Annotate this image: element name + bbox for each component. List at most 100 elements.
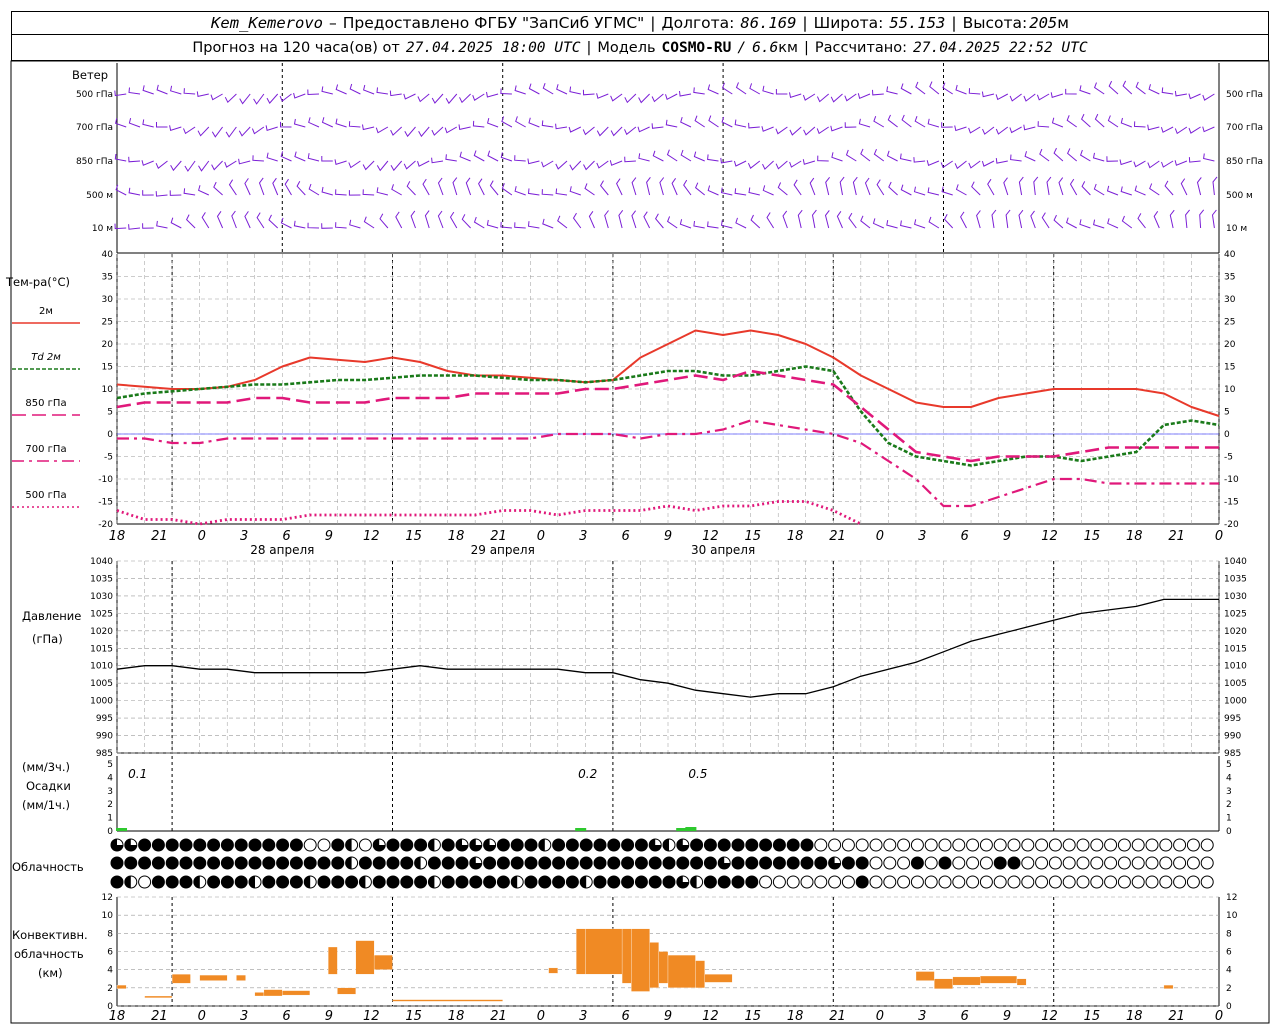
wind-barb	[955, 84, 967, 95]
cloud-cover-symbol	[662, 875, 676, 889]
pressure-tick-left: 1020	[90, 627, 113, 637]
wind-barb	[1135, 81, 1146, 95]
wind-barb	[1121, 215, 1133, 229]
pressure-tick-left: 990	[96, 732, 113, 742]
cloud-cover-symbol	[772, 838, 786, 852]
wind-barb	[873, 116, 885, 128]
day-label: 28 апреля	[250, 543, 314, 557]
wind-barb	[169, 190, 182, 196]
time-tick-label-bottom: 6	[621, 1009, 629, 1024]
conv-tick-left: 4	[107, 966, 113, 976]
header-separator: |	[650, 14, 656, 32]
time-tick-label: 0	[537, 529, 545, 544]
precip-tick-right: 1	[1226, 814, 1232, 824]
wind-barb	[1107, 218, 1119, 229]
wind-barb	[170, 217, 182, 229]
time-tick-label-bottom: 18	[1126, 1009, 1143, 1024]
time-tick-label-bottom: 0	[1215, 1009, 1223, 1024]
conv-cloud-bar	[282, 990, 311, 996]
wind-barb	[198, 160, 210, 172]
wind-barb	[486, 219, 499, 229]
pressure-tick-left: 1035	[90, 574, 113, 584]
cloud-cover-symbol	[345, 875, 359, 889]
wind-barb	[777, 182, 788, 196]
pressure-tick-left: 1000	[90, 697, 113, 707]
wind-barb	[707, 154, 719, 162]
cloud-cover-symbol	[772, 875, 786, 889]
wind-barb	[981, 91, 995, 98]
wind-barb	[569, 86, 581, 95]
wind-title: Ветер	[72, 68, 109, 82]
wind-barb	[489, 180, 499, 196]
wind-barb	[733, 160, 747, 167]
wind-barb	[1180, 178, 1188, 196]
wind-barb	[680, 116, 692, 128]
wind-barb	[528, 83, 540, 95]
conv-title-1: Конвективн.	[12, 928, 88, 942]
wind-barb	[960, 211, 967, 229]
wind-barb	[1065, 88, 1077, 95]
wind-barb	[541, 189, 554, 196]
time-tick-label-bottom: 3	[240, 1009, 248, 1024]
wind-barb	[266, 93, 279, 104]
cloud-cover-symbol	[924, 875, 938, 889]
wind-barb	[501, 183, 513, 196]
cloud-cover-symbol	[1007, 875, 1021, 889]
forecast-start: 27.04.2025 18:00 UTC	[405, 39, 581, 56]
wind-barb	[308, 183, 320, 196]
precip-tick-left: 4	[107, 773, 113, 783]
wind-barb	[115, 118, 127, 128]
wind-barb	[1122, 80, 1133, 95]
temp-tick-left: 40	[102, 250, 114, 260]
cloud-cover-symbol	[579, 838, 593, 852]
wind-barb	[848, 212, 857, 229]
cloud-cover-symbol	[552, 838, 566, 852]
conv-cloud-bar	[934, 978, 953, 989]
time-tick-label: 21	[829, 529, 846, 544]
time-tick-label-bottom: 9	[325, 1009, 333, 1024]
cloud-cover-half	[249, 876, 255, 888]
cloud-cover-symbol	[483, 856, 497, 870]
wind-barb	[665, 119, 678, 128]
wind-barb	[185, 214, 196, 229]
wind-barb	[155, 160, 168, 169]
wind-barb	[527, 188, 540, 196]
cloud-cover-symbol	[966, 875, 980, 889]
cloud-cover-symbol	[400, 856, 414, 870]
conv-cloud-bar	[658, 951, 669, 984]
wind-barb	[514, 85, 526, 95]
precip-tick-left: 2	[107, 800, 113, 810]
temp-tick-left: 35	[102, 273, 113, 283]
cloud-cover-symbol	[124, 856, 138, 870]
header-dash: –	[329, 14, 337, 32]
time-tick-label: 0	[1215, 529, 1223, 544]
wind-barb	[1169, 209, 1175, 229]
wind-barb	[982, 126, 995, 135]
wind-barb	[991, 209, 997, 229]
precip-tick-right: 0	[1226, 827, 1232, 837]
wind-barb	[604, 210, 609, 229]
cloud-cover-symbol	[579, 856, 593, 870]
wind-barb	[308, 117, 320, 128]
wind-barb	[638, 153, 650, 162]
cloud-cover-symbol	[800, 875, 814, 889]
cloud-cover-symbol	[1035, 875, 1049, 889]
temp-tick-left: 15	[102, 363, 113, 373]
precip-tick-left: 3	[107, 787, 113, 797]
cloud-cover-symbol	[593, 856, 607, 870]
wind-barb	[321, 223, 333, 229]
wind-barb	[1147, 160, 1160, 169]
cloud-cover-symbol	[565, 856, 579, 870]
wind-barb	[170, 160, 182, 172]
cloud-cover-symbol	[924, 838, 938, 852]
wind-barb	[437, 210, 444, 229]
wind-barb	[348, 160, 361, 169]
temp-tick-right: -5	[1224, 453, 1233, 463]
cloud-cover-symbol	[979, 856, 993, 870]
wind-barb	[789, 160, 802, 168]
cloud-cover-symbol	[745, 856, 759, 870]
wind-barb	[348, 121, 361, 128]
wind-barb	[114, 223, 127, 230]
wind-barb	[886, 150, 898, 162]
wind-barb	[445, 93, 458, 105]
